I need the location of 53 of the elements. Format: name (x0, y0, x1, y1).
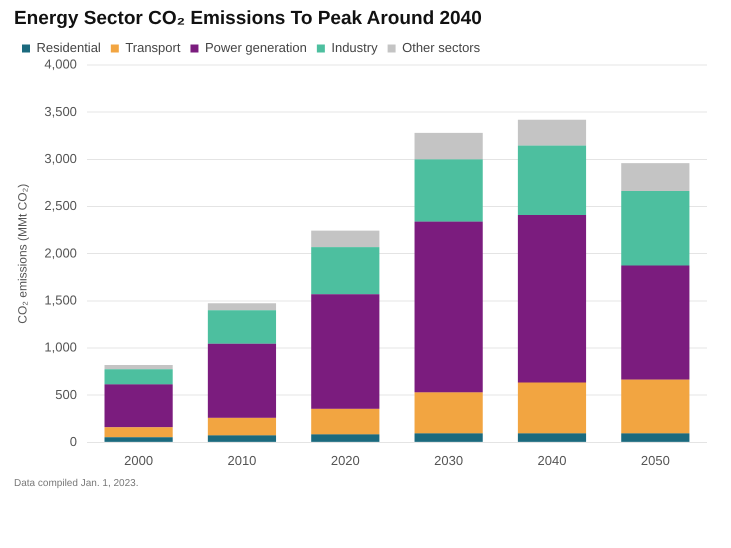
bar (104, 369, 173, 384)
legend-label: Residential (36, 40, 101, 56)
y-tick-label: 3,500 (44, 104, 77, 119)
y-tick-label: 2,000 (44, 245, 77, 260)
x-tick-label: 2040 (538, 452, 566, 468)
bar (311, 247, 380, 294)
bar (311, 230, 380, 248)
bar (208, 435, 276, 442)
bar (621, 380, 690, 434)
bar (621, 163, 690, 191)
bar (104, 384, 173, 428)
legend-label: Transport (125, 40, 181, 56)
y-tick-label: 4,000 (44, 56, 77, 72)
bar (104, 437, 173, 442)
bar (208, 303, 276, 310)
bar (518, 215, 586, 382)
bar (208, 418, 276, 436)
x-tick-label: 2020 (330, 452, 360, 468)
y-tick-label: 500 (55, 386, 77, 402)
bar (518, 433, 586, 442)
bar (518, 120, 586, 146)
legend-label: Industry (331, 40, 378, 56)
bar (311, 408, 380, 434)
bar (414, 132, 483, 160)
x-tick-label: 2050 (640, 452, 670, 468)
y-tick-label: 1,000 (44, 340, 77, 355)
bar (311, 434, 380, 442)
bar (208, 344, 276, 418)
bar (414, 159, 483, 222)
y-tick-label: 3,000 (44, 150, 77, 166)
x-tick-label: 2010 (227, 452, 256, 468)
x-tick-label: 2030 (434, 452, 464, 468)
y-tick-label: 2,500 (44, 198, 77, 214)
bar (518, 382, 586, 434)
x-tick-label: 2000 (124, 452, 154, 468)
bar (104, 427, 173, 438)
y-tick-label: 0 (70, 434, 77, 449)
bar (414, 222, 483, 392)
bar (621, 190, 690, 266)
bar (414, 392, 483, 434)
bar (414, 433, 483, 442)
text: Data compiled Jan. 1, 2023. (14, 478, 140, 489)
bar (621, 265, 690, 380)
y-tick-label: 1,500 (44, 292, 77, 308)
bar (104, 365, 173, 370)
bar (518, 146, 586, 216)
legend-label: Other sectors (402, 40, 481, 56)
y-axis-title: CO₂ emissions (MMt CO₂) (16, 184, 30, 324)
bar (208, 310, 276, 344)
chart-title: Energy Sector CO₂ Emissions To Peak Around 2040 (14, 8, 483, 30)
legend-label: Power generation (204, 40, 307, 56)
bar (311, 294, 380, 409)
bar (621, 433, 690, 442)
